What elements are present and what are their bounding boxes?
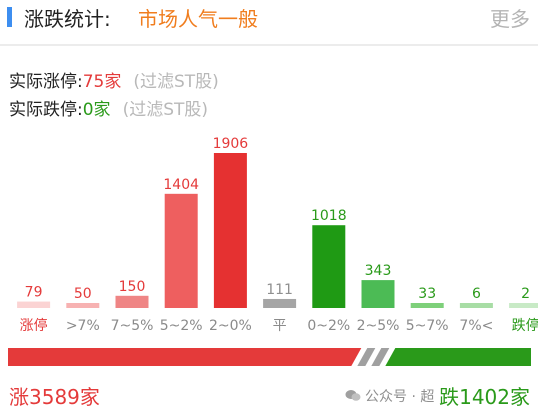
watermark-text: 公众号 · 超 bbox=[365, 389, 435, 405]
category-label: 2~5% bbox=[357, 318, 400, 334]
bar-value-label: 343 bbox=[365, 263, 392, 279]
limit-up-filter-note: (过滤ST股) bbox=[133, 72, 219, 92]
bar-1 bbox=[66, 303, 100, 308]
up-down-ratio-bar bbox=[8, 348, 531, 366]
bar-value-label: 6 bbox=[472, 286, 481, 302]
limit-down-label: 实际跌停: bbox=[9, 100, 83, 120]
category-label: 2~0% bbox=[209, 318, 252, 334]
bar-9 bbox=[459, 303, 493, 308]
bar-value-label: 2 bbox=[521, 286, 530, 302]
category-label: 7%< bbox=[459, 318, 493, 334]
watermark: 公众号 · 超 bbox=[345, 386, 434, 406]
total-up-count: 涨3589家 bbox=[9, 385, 100, 409]
bar-value-label: 79 bbox=[25, 285, 43, 301]
limit-down-filter-note: (过滤ST股) bbox=[122, 100, 209, 120]
category-label: 7~5% bbox=[111, 318, 154, 334]
bar-7 bbox=[361, 280, 395, 308]
neutral-stripe bbox=[357, 348, 376, 366]
up-segment bbox=[8, 348, 362, 366]
bar-5 bbox=[263, 298, 297, 308]
distribution-bar-chart: 79 涨停 50 >7% 150 7~5% 1404 5~2% 1906 2~0% 111 平 1018… bbox=[17, 136, 538, 334]
down-segment bbox=[385, 348, 531, 366]
wechat-icon bbox=[345, 390, 361, 401]
category-label: 涨停 bbox=[20, 317, 48, 334]
category-label: 跌停 bbox=[512, 317, 538, 334]
category-label: >7% bbox=[66, 318, 100, 334]
category-label: 5~2% bbox=[160, 318, 203, 334]
divider bbox=[0, 44, 538, 46]
bar-3 bbox=[164, 193, 198, 308]
market-sentiment: 市场人气一般 bbox=[138, 7, 258, 31]
category-label: 5~7% bbox=[406, 318, 449, 334]
bar-value-label: 50 bbox=[74, 286, 92, 302]
bar-value-label: 111 bbox=[266, 282, 293, 298]
bar-6 bbox=[312, 225, 346, 308]
neutral-stripe bbox=[371, 348, 390, 366]
bar-0 bbox=[17, 301, 51, 308]
limit-down-value: 0家 bbox=[82, 100, 111, 120]
limit-down-stat: 实际跌停:0家 (过滤ST股) bbox=[9, 95, 208, 120]
bar-value-label: 1018 bbox=[311, 208, 347, 224]
bar-value-label: 150 bbox=[119, 279, 146, 295]
title-accent-bar bbox=[7, 7, 12, 27]
category-label: 0~2% bbox=[307, 318, 350, 334]
bar-4 bbox=[213, 153, 247, 308]
limit-up-label: 实际涨停: bbox=[9, 72, 83, 92]
total-down-count: 跌1402家 bbox=[439, 385, 530, 409]
bar-2 bbox=[115, 295, 149, 308]
bar-value-label: 33 bbox=[418, 286, 436, 302]
bar-8 bbox=[410, 303, 444, 308]
category-label: 平 bbox=[273, 318, 287, 334]
bar-10 bbox=[509, 303, 538, 308]
header: 涨跌统计: 市场人气一般 更多 bbox=[0, 0, 538, 34]
limit-up-stat: 实际涨停:75家 (过滤ST股) bbox=[9, 67, 219, 92]
more-button[interactable]: 更多 bbox=[490, 7, 530, 31]
bar-value-label: 1906 bbox=[213, 136, 249, 152]
bar-value-label: 1404 bbox=[163, 177, 199, 193]
limit-up-value: 75家 bbox=[82, 72, 122, 92]
page-title: 涨跌统计: bbox=[24, 7, 111, 31]
